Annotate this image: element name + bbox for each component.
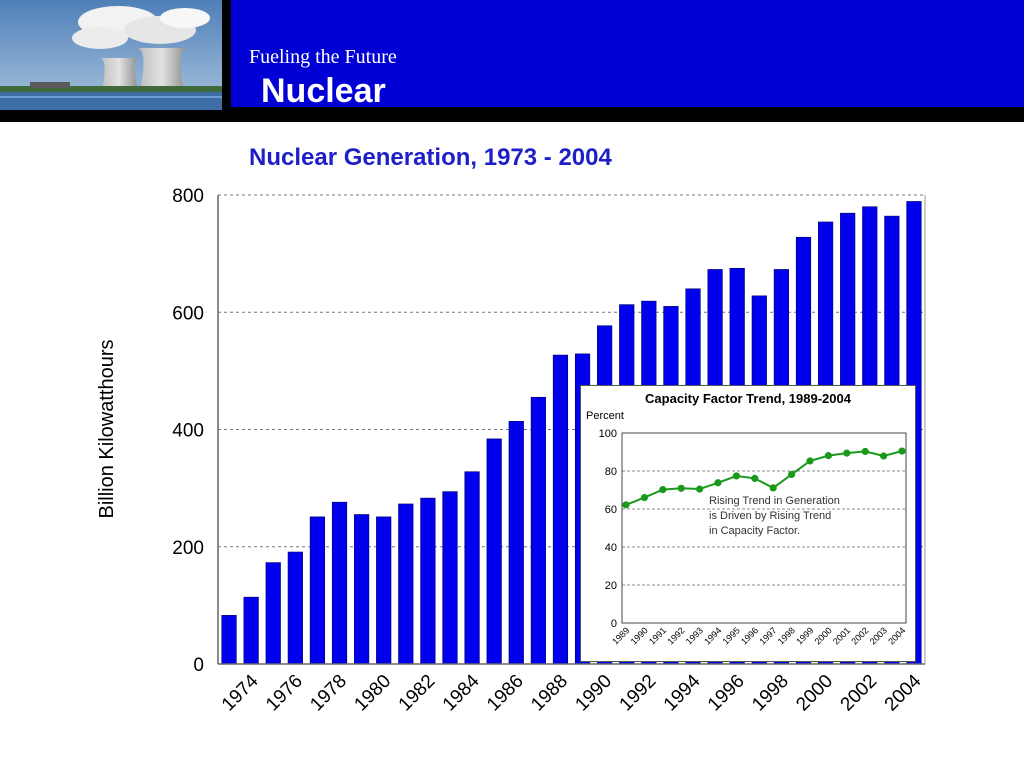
bar	[442, 491, 458, 665]
x-tick-label: 2000	[792, 671, 837, 716]
annotation-line-1: Rising Trend in Generation	[709, 495, 840, 507]
bar	[354, 514, 370, 665]
data-point	[788, 470, 796, 479]
bar	[309, 516, 326, 665]
x-tick-label: 1974	[218, 670, 263, 715]
data-point	[824, 452, 832, 460]
y-tick-label: 400	[172, 421, 204, 442]
x-tick-label: 1984	[439, 670, 484, 715]
bar	[486, 438, 502, 665]
inset-y-tick-label: 20	[605, 580, 617, 592]
annotation-line-2: is Driven by Rising Trend	[709, 510, 831, 522]
inset-plot-frame	[621, 432, 907, 624]
x-tick-label: 1976	[262, 671, 307, 716]
bar	[221, 615, 237, 665]
data-point	[659, 486, 667, 494]
data-point	[714, 479, 722, 487]
bar	[265, 562, 281, 665]
inset-title: Capacity Factor Trend, 1989-2004	[645, 391, 852, 406]
x-tick-label: 1992	[616, 671, 661, 716]
bar	[530, 396, 546, 665]
bar	[376, 516, 392, 665]
bar	[420, 497, 436, 665]
x-tick-label: 1994	[660, 670, 705, 715]
bar	[243, 596, 259, 665]
data-point	[696, 485, 704, 493]
y-tick-labels: 0 200 400 600 800	[172, 186, 204, 676]
y-tick-label: 600	[172, 303, 204, 324]
data-point	[640, 494, 648, 502]
x-tick-label: 1986	[483, 671, 528, 716]
data-point	[898, 447, 906, 455]
inset-gridlines	[621, 432, 907, 624]
inset-frame	[580, 385, 916, 662]
inset-y-tick-label: 100	[599, 428, 617, 440]
x-tick-label: 1990	[571, 671, 616, 716]
data-point	[622, 501, 630, 509]
data-point	[861, 447, 869, 456]
bar	[287, 551, 303, 665]
inset-series	[622, 447, 906, 509]
slide-title: Nuclear	[261, 72, 386, 110]
slide-subtitle: Fueling the Future	[249, 46, 397, 68]
data-point	[843, 449, 851, 457]
bar	[331, 501, 348, 665]
title-banner: Fueling the Future Nuclear	[231, 0, 1024, 110]
data-point	[806, 457, 814, 465]
inset-y-tick-label: 40	[605, 542, 617, 554]
slide-header: Fueling the Future Nuclear	[0, 0, 1024, 122]
y-tick-label: 0	[193, 655, 204, 676]
x-tick-label: 1978	[306, 671, 351, 716]
annotation-line-3: in Capacity Factor.	[709, 525, 800, 537]
capacity-factor-line	[625, 450, 903, 506]
x-tick-label: 2002	[837, 671, 882, 716]
y-tick-label: 200	[172, 538, 204, 559]
chart-title: Nuclear Generation, 1973 - 2004	[249, 144, 613, 171]
bar	[552, 354, 569, 665]
inset-y-tick-label: 0	[611, 618, 617, 630]
data-point	[732, 472, 740, 480]
data-point	[769, 484, 777, 492]
x-tick-label: 1998	[748, 671, 793, 716]
y-tick-label: 800	[172, 186, 204, 207]
axes	[217, 195, 926, 665]
x-tick-label: 1982	[395, 671, 440, 716]
x-tick-label: 1988	[527, 671, 572, 716]
bar	[464, 471, 480, 665]
inset-y-axis-label: Percent	[586, 410, 624, 422]
inset-y-tick-label: 80	[605, 466, 617, 478]
y-axis-label: Billion Kilowatthours	[96, 340, 118, 519]
bar	[508, 420, 524, 665]
bar	[398, 503, 414, 665]
nuclear-cooling-towers-photo	[0, 0, 222, 110]
capacity-factor-inset-chart: Capacity Factor Trend, 1989-2004 Percent…	[580, 385, 916, 662]
inset-y-tick-labels: 0 20 40 60 80 100	[599, 428, 617, 630]
x-tick-labels: 1974 1976 1978 1980 1982 1984 1986 1988 1990 1992…	[218, 670, 926, 715]
x-tick-label: 2004	[881, 670, 926, 715]
inset-y-tick-label: 60	[605, 504, 617, 516]
data-point	[677, 484, 685, 492]
inset-annotation: Rising Trend in Generation is Driven by …	[709, 495, 840, 537]
x-tick-label: 1996	[704, 671, 749, 716]
data-point	[880, 452, 888, 460]
data-point	[751, 474, 759, 483]
x-tick-label: 1980	[350, 671, 395, 716]
